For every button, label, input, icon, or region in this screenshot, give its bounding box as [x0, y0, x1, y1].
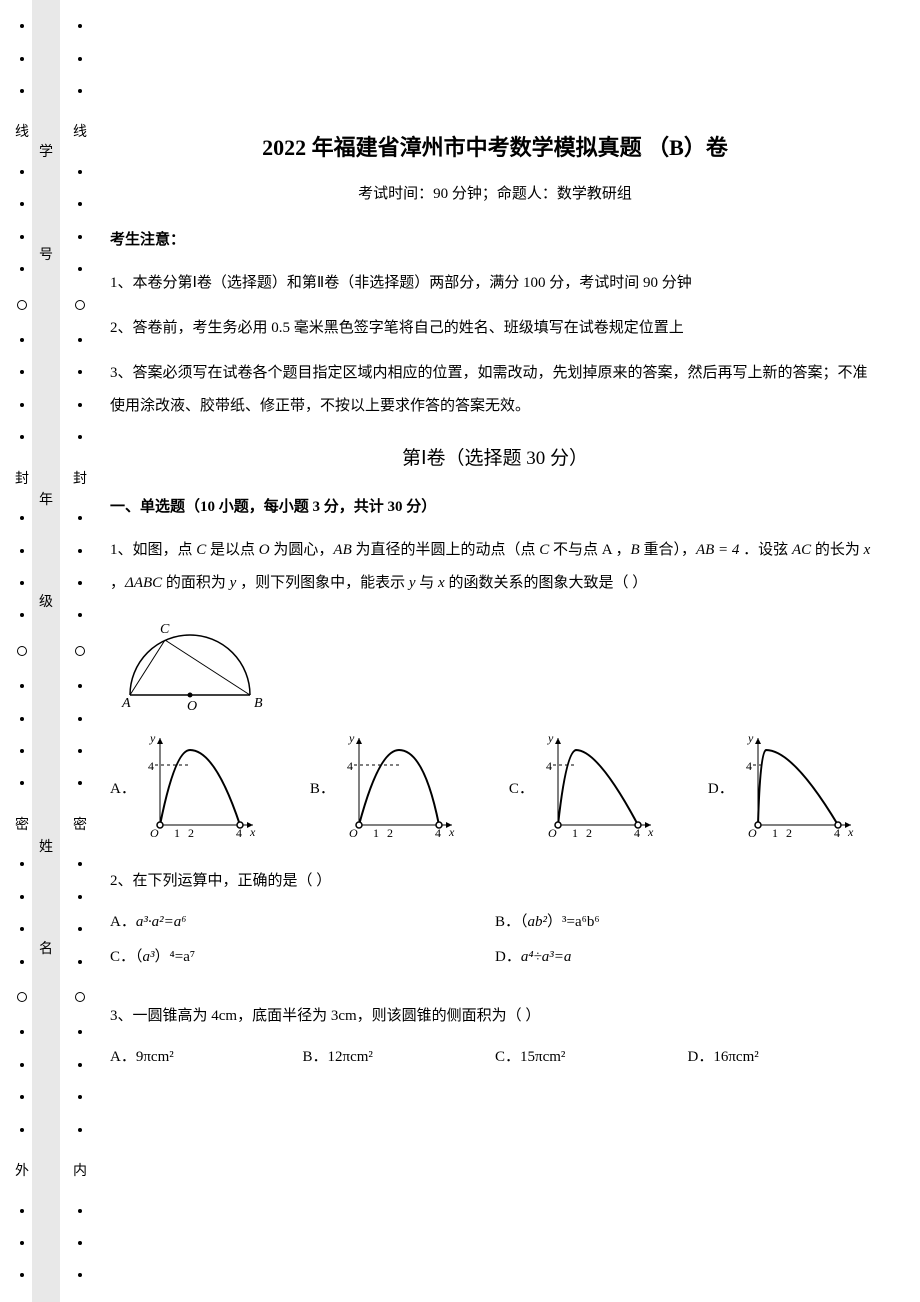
- option-c: C．（a³）⁴=a⁷: [110, 945, 495, 966]
- svg-text:O: O: [548, 826, 557, 840]
- svg-text:O: O: [187, 699, 197, 714]
- main-content: 2022 年福建省漳州市中考数学模拟真题 （B）卷 考试时间：90 分钟；命题人…: [100, 0, 900, 1106]
- outer-char: 密: [15, 814, 29, 834]
- svg-text:4: 4: [148, 759, 154, 773]
- svg-text:1: 1: [373, 826, 379, 840]
- semicircle-diagram: A B C O: [110, 615, 270, 715]
- notice-item: 1、本卷分第Ⅰ卷（选择题）和第Ⅱ卷（非选择题）两部分，满分 100 分，考试时间…: [110, 267, 880, 300]
- svg-text:2: 2: [586, 826, 592, 840]
- subsection-title: 一、单选题（10 小题，每小题 3 分，共计 30 分）: [110, 495, 880, 516]
- svg-text:y: y: [348, 731, 355, 745]
- notice-item: 2、答卷前，考生务必用 0.5 毫米黑色签字笔将自己的姓名、班级填写在试卷规定位…: [110, 312, 880, 345]
- svg-text:x: x: [249, 825, 256, 839]
- inner-char: 线: [73, 121, 87, 141]
- inner-char: 内: [73, 1160, 87, 1180]
- svg-text:x: x: [448, 825, 455, 839]
- q1-semicircle-figure: A B C O: [110, 615, 880, 715]
- svg-text:y: y: [547, 731, 554, 745]
- option-b: B． 4 O 1 2 4 x y: [310, 730, 459, 845]
- q2-options: A．a³·a²=a⁶ B．（ab²）³=a⁶b⁶ C．（a³）⁴=a⁷ D．a⁴…: [110, 910, 880, 980]
- option-b: B．12πcm²: [303, 1045, 496, 1066]
- svg-text:C: C: [160, 622, 170, 637]
- question-2: 2、在下列运算中，正确的是（ ）: [110, 865, 880, 898]
- svg-text:O: O: [748, 826, 757, 840]
- svg-text:4: 4: [634, 826, 640, 840]
- option-a: A．9πcm²: [110, 1045, 303, 1066]
- svg-text:O: O: [349, 826, 358, 840]
- svg-text:1: 1: [174, 826, 180, 840]
- paper-subtitle: 考试时间：90 分钟；命题人：数学教研组: [110, 182, 880, 203]
- svg-text:4: 4: [347, 759, 353, 773]
- option-d: D．a⁴÷a³=a: [495, 945, 880, 966]
- svg-text:4: 4: [746, 759, 752, 773]
- svg-text:2: 2: [387, 826, 393, 840]
- notice-header: 考生注意：: [110, 228, 880, 249]
- svg-text:1: 1: [772, 826, 778, 840]
- option-c: C． 4 O 1 2 4 x y: [509, 730, 658, 845]
- question-1: 1、如图，点 C 是以点 O 为圆心，AB 为直径的半圆上的动点（点 C 不与点…: [110, 534, 880, 600]
- inner-binding-column: 线 封 密 内: [70, 0, 90, 1302]
- option-b: B．（ab²）³=a⁶b⁶: [495, 910, 880, 931]
- section-title: 第Ⅰ卷（选择题 30 分）: [110, 443, 880, 470]
- svg-text:A: A: [121, 696, 131, 711]
- svg-text:2: 2: [188, 826, 194, 840]
- inner-char: 密: [73, 814, 87, 834]
- info-strip: 学 号 年 级 姓 名: [32, 0, 60, 1302]
- svg-text:1: 1: [572, 826, 578, 840]
- svg-text:4: 4: [546, 759, 552, 773]
- strip-label: 学: [39, 141, 53, 161]
- option-d: D． 4 O 1 2 4 x y: [708, 730, 858, 845]
- strip-label: 级: [39, 591, 53, 611]
- q1-options: A． 4 O 1 2 4 x y B．: [110, 730, 880, 845]
- option-a: A．a³·a²=a⁶: [110, 910, 495, 931]
- inner-char: 封: [73, 468, 87, 488]
- svg-text:x: x: [647, 825, 654, 839]
- svg-text:2: 2: [786, 826, 792, 840]
- option-a: A． 4 O 1 2 4 x y: [110, 730, 260, 845]
- strip-label: 姓: [39, 836, 53, 856]
- option-c: C．15πcm²: [495, 1045, 688, 1066]
- svg-text:B: B: [254, 696, 263, 711]
- outer-char: 外: [15, 1160, 29, 1180]
- outer-char: 线: [15, 121, 29, 141]
- svg-text:4: 4: [435, 826, 441, 840]
- svg-text:O: O: [150, 826, 159, 840]
- q3-options: A．9πcm² B．12πcm² C．15πcm² D．16πcm²: [110, 1045, 880, 1066]
- svg-text:4: 4: [834, 826, 840, 840]
- question-3: 3、一圆锥高为 4cm，底面半径为 3cm，则该圆锥的侧面积为（ ）: [110, 1000, 880, 1033]
- notice-item: 3、答案必须写在试卷各个题目指定区域内相应的位置，如需改动，先划掉原来的答案，然…: [110, 357, 880, 423]
- option-d: D．16πcm²: [688, 1045, 881, 1066]
- svg-text:x: x: [847, 825, 854, 839]
- svg-text:y: y: [747, 731, 754, 745]
- outer-char: 封: [15, 468, 29, 488]
- strip-label: 名: [39, 938, 53, 958]
- svg-text:y: y: [149, 731, 156, 745]
- strip-label: 年: [39, 489, 53, 509]
- svg-text:4: 4: [236, 826, 242, 840]
- strip-label: 号: [39, 244, 53, 264]
- outer-binding-column: 线 封 密 外: [12, 0, 32, 1302]
- paper-title: 2022 年福建省漳州市中考数学模拟真题 （B）卷: [110, 130, 880, 162]
